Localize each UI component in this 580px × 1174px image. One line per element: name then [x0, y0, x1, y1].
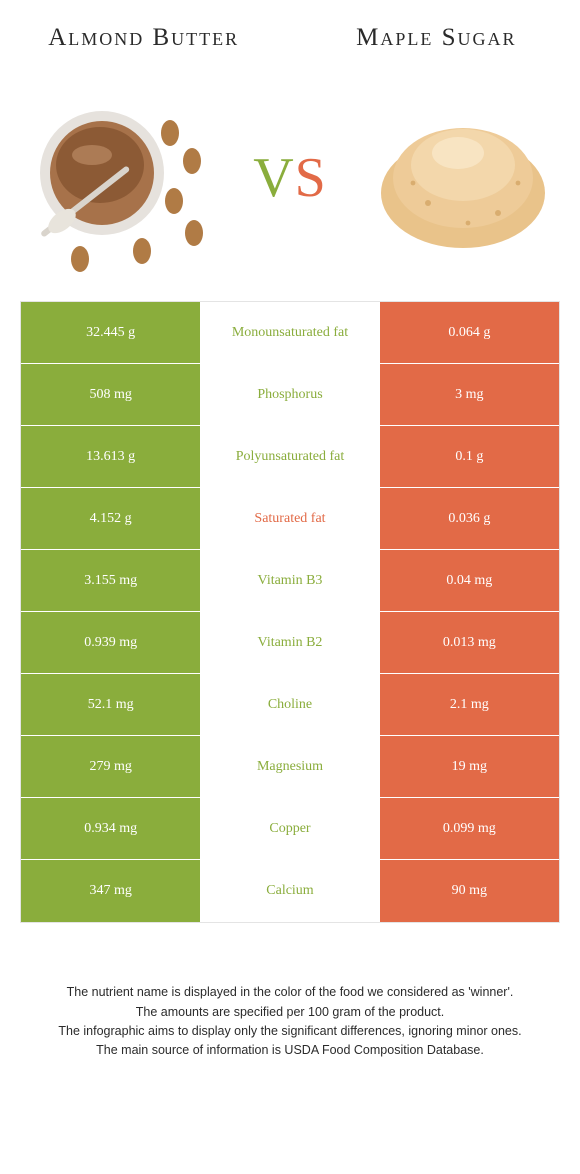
- left-value: 13.613 g: [21, 426, 200, 487]
- table-row: 32.445 gMonounsaturated fat0.064 g: [21, 302, 559, 364]
- right-food-title: Maple Sugar: [317, 22, 556, 53]
- vs-s: S: [295, 147, 327, 209]
- left-food-title: Almond Butter: [24, 22, 263, 53]
- footer-line-1: The nutrient name is displayed in the co…: [32, 983, 548, 1002]
- left-food-image: [22, 83, 212, 273]
- nutrient-name: Polyunsaturated fat: [200, 426, 379, 487]
- nutrient-name: Copper: [200, 798, 379, 859]
- footer-line-2: The amounts are specified per 100 gram o…: [32, 1003, 548, 1022]
- vs-label: VS: [253, 146, 327, 210]
- left-value: 4.152 g: [21, 488, 200, 549]
- left-value: 279 mg: [21, 736, 200, 797]
- nutrient-name: Calcium: [200, 860, 379, 922]
- table-row: 13.613 gPolyunsaturated fat0.1 g: [21, 426, 559, 488]
- right-value: 0.1 g: [380, 426, 559, 487]
- table-row: 508 mgPhosphorus3 mg: [21, 364, 559, 426]
- nutrient-name: Magnesium: [200, 736, 379, 797]
- footer-notes: The nutrient name is displayed in the co…: [4, 923, 576, 1081]
- right-value: 0.04 mg: [380, 550, 559, 611]
- table-row: 4.152 gSaturated fat0.036 g: [21, 488, 559, 550]
- right-value: 19 mg: [380, 736, 559, 797]
- table-row: 0.939 mgVitamin B20.013 mg: [21, 612, 559, 674]
- right-value: 90 mg: [380, 860, 559, 922]
- right-value: 3 mg: [380, 364, 559, 425]
- nutrient-name: Monounsaturated fat: [200, 302, 379, 363]
- header: Almond Butter Maple Sugar: [4, 14, 576, 77]
- right-value: 0.064 g: [380, 302, 559, 363]
- footer-line-4: The main source of information is USDA F…: [32, 1041, 548, 1060]
- table-row: 279 mgMagnesium19 mg: [21, 736, 559, 798]
- nutrient-name: Vitamin B2: [200, 612, 379, 673]
- comparison-table: 32.445 gMonounsaturated fat0.064 g508 mg…: [20, 301, 560, 923]
- infographic-container: Almond Butter Maple Sugar VS: [0, 0, 580, 1095]
- left-value: 0.934 mg: [21, 798, 200, 859]
- footer-line-3: The infographic aims to display only the…: [32, 1022, 548, 1041]
- left-value: 52.1 mg: [21, 674, 200, 735]
- images-row: VS: [4, 77, 576, 301]
- left-value: 32.445 g: [21, 302, 200, 363]
- left-value: 508 mg: [21, 364, 200, 425]
- right-value: 0.036 g: [380, 488, 559, 549]
- right-value: 0.099 mg: [380, 798, 559, 859]
- nutrient-name: Choline: [200, 674, 379, 735]
- table-row: 347 mgCalcium90 mg: [21, 860, 559, 922]
- left-value: 347 mg: [21, 860, 200, 922]
- table-row: 52.1 mgCholine2.1 mg: [21, 674, 559, 736]
- right-value: 0.013 mg: [380, 612, 559, 673]
- left-value: 3.155 mg: [21, 550, 200, 611]
- right-value: 2.1 mg: [380, 674, 559, 735]
- table-row: 3.155 mgVitamin B30.04 mg: [21, 550, 559, 612]
- table-row: 0.934 mgCopper0.099 mg: [21, 798, 559, 860]
- nutrient-name: Phosphorus: [200, 364, 379, 425]
- nutrient-name: Vitamin B3: [200, 550, 379, 611]
- right-food-image: [368, 83, 558, 273]
- nutrient-name: Saturated fat: [200, 488, 379, 549]
- left-value: 0.939 mg: [21, 612, 200, 673]
- vs-v: V: [253, 147, 294, 209]
